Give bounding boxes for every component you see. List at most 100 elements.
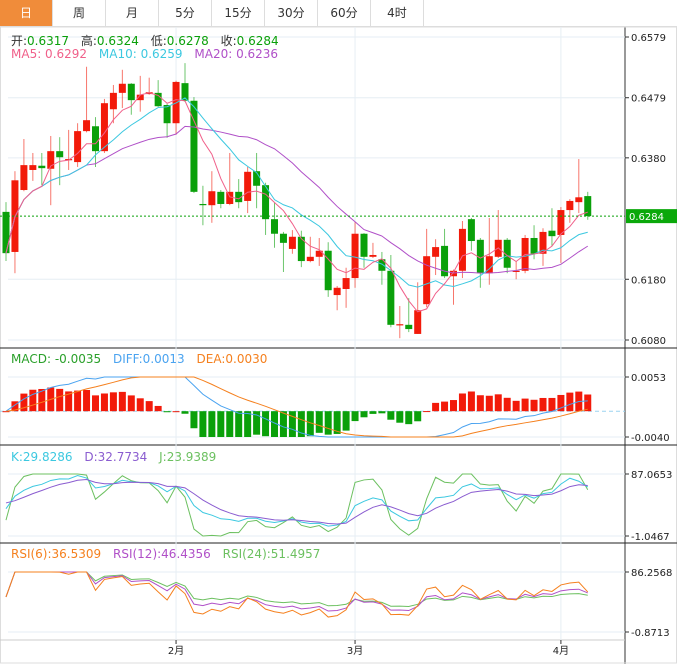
macd-bar-positive (118, 391, 126, 412)
x-tick-label: 3月 (347, 645, 363, 657)
candle-up (306, 256, 314, 262)
candle-down (503, 239, 511, 268)
macd-bar-positive (423, 411, 431, 413)
macd-bar-positive (154, 405, 162, 412)
macd-bar-positive (109, 392, 117, 412)
macd-bar-positive (441, 401, 449, 412)
candle-down (548, 230, 556, 237)
macd-bar-positive (38, 388, 46, 412)
macd-legend: MACD: -0.0035 DIFF:0.0013 DEA:0.0030 (11, 352, 275, 366)
macd-bar-positive (512, 400, 520, 412)
candle-down (127, 83, 135, 101)
candle-down (253, 171, 261, 186)
candle-down (360, 233, 368, 257)
y-tick-label: 0.6479 (631, 94, 666, 105)
macd-bar-positive (548, 397, 556, 412)
j-line (5, 473, 589, 537)
y-tick-label: 0.6579 (631, 33, 666, 44)
ma20-legend: MA20: 0.6236 (194, 47, 279, 61)
tab-week[interactable]: 周 (53, 0, 106, 26)
diff-value: DIFF:0.0013 (112, 352, 185, 366)
macd-bar-positive (521, 398, 529, 412)
macd-bar-negative (181, 411, 189, 414)
last-price-label: 0.6284 (629, 212, 664, 223)
j-value: J:23.9389 (159, 450, 217, 464)
candle-down (163, 105, 171, 124)
tab-month[interactable]: 月 (106, 0, 159, 26)
candle-down (584, 196, 592, 217)
candle-up (74, 131, 82, 163)
candle-down (405, 324, 413, 330)
candle-down (199, 203, 207, 206)
macd-bar-positive (65, 391, 73, 412)
ohlc-legend: 开:0.6317 高:0.6324 低:0.6278 收:0.6284 (11, 32, 287, 49)
macd-bar-positive (566, 392, 574, 412)
k-value: K:29.8286 (11, 450, 73, 464)
candle-up (432, 247, 440, 257)
y-tick-label: 0.0053 (631, 373, 666, 384)
rsi6-line (5, 571, 589, 618)
candle-up (396, 324, 404, 326)
macd-bar-positive (172, 411, 180, 413)
macd-bar-positive (458, 393, 466, 412)
candle-down (297, 236, 305, 262)
tab-5min[interactable]: 5分 (159, 0, 212, 26)
close-value: 0.6284 (236, 34, 279, 48)
candle-down (217, 191, 225, 204)
macd-bar-positive (56, 388, 64, 412)
tab-30min[interactable]: 30分 (265, 0, 318, 26)
candle-down (190, 100, 198, 192)
macd-bar-positive (530, 399, 538, 412)
candle-down (235, 191, 243, 203)
low-value: 0.6278 (166, 34, 209, 48)
macd-bar-negative (387, 411, 395, 420)
macd-bar-positive (467, 391, 475, 412)
macd-bar-positive (503, 397, 511, 412)
x-tick-label: 4月 (553, 645, 569, 657)
ma10-line (5, 97, 588, 288)
tab-day[interactable]: 日 (0, 0, 53, 26)
dea-line (5, 376, 588, 438)
d-value: D:32.7734 (84, 450, 148, 464)
macd-bar-negative (306, 411, 314, 437)
candle-up (539, 231, 547, 254)
tab-60min[interactable]: 60分 (318, 0, 371, 26)
y-tick-label: 0.6180 (631, 275, 666, 286)
macd-bar-positive (136, 398, 144, 412)
macd-bar-positive (127, 395, 135, 412)
macd-bar-negative (360, 411, 368, 418)
y-tick-label: -0.8713 (631, 628, 670, 639)
macd-bar-positive (145, 401, 153, 412)
macd-bar-negative (279, 411, 287, 437)
diff-line (5, 376, 588, 438)
candle-up (450, 270, 457, 277)
high-label: 高: (80, 34, 97, 48)
macd-bar-negative (190, 411, 198, 429)
ma5-legend: MA5: 0.6292 (11, 47, 88, 61)
y-tick-label: 0.6380 (631, 154, 666, 165)
macd-bar-positive (485, 395, 493, 412)
macd-bar-positive (557, 394, 565, 412)
candle-up (342, 278, 350, 289)
rsi24-line (5, 571, 588, 607)
candle-up (244, 171, 252, 201)
macd-bar-negative (333, 411, 341, 434)
candle-up (512, 270, 520, 272)
candle-down (271, 219, 278, 234)
candle-up (557, 210, 565, 235)
tab-15min[interactable]: 15分 (212, 0, 265, 26)
candle-up (485, 256, 493, 274)
candle-up (136, 94, 144, 101)
macd-bar-negative (378, 411, 386, 414)
y-tick-label: 87.0653 (631, 470, 672, 481)
macd-bar-positive (11, 401, 19, 412)
candle-down (2, 211, 10, 254)
candle-up (414, 310, 422, 334)
x-tick-label: 2月 (168, 645, 184, 657)
tab-4hour[interactable]: 4时 (371, 0, 424, 26)
candle-down (154, 92, 162, 107)
last-price-badge (626, 209, 677, 224)
y-tick-label: -1.0467 (631, 532, 670, 543)
